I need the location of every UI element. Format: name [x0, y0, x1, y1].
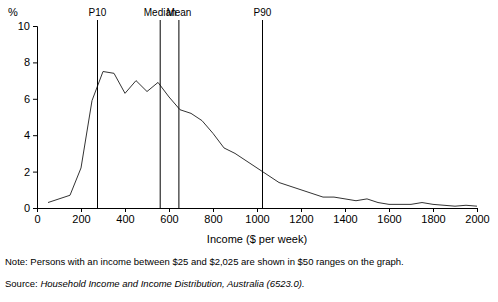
- tick: 1000: [245, 208, 269, 225]
- tick-mark: [33, 26, 37, 27]
- tick-mark: [389, 208, 390, 212]
- tick-mark: [169, 208, 170, 212]
- source: Source: Household Income and Income Dist…: [5, 278, 305, 289]
- tick-label: 10: [18, 20, 30, 32]
- tick-mark: [81, 208, 82, 212]
- tick-mark: [33, 99, 37, 100]
- tick-label: 200: [72, 213, 90, 225]
- tick-label: 400: [116, 213, 134, 225]
- annotation-label: P90: [254, 7, 272, 18]
- tick-label: 0: [24, 202, 30, 214]
- tick: 600: [160, 208, 178, 225]
- tick: 0: [24, 202, 37, 214]
- axis-line: [33, 27, 38, 209]
- tick: 1400: [333, 208, 357, 225]
- tick-mark: [33, 135, 37, 136]
- annotation-line: [178, 20, 179, 208]
- plot: 0 200 400 600 800 1000 1200 1400 1600 1800 2000 0 2 4…: [18, 7, 490, 225]
- tick: 800: [204, 208, 222, 225]
- tick: 400: [116, 208, 134, 225]
- annotation-line: [97, 20, 98, 208]
- tick: 1200: [289, 208, 313, 225]
- tick-label: 800: [204, 213, 222, 225]
- annotation-label: Mean: [166, 7, 191, 18]
- tick: 2: [24, 166, 37, 178]
- x-axis-title: Income ($ per week): [207, 233, 307, 245]
- source-title: Household Income and Income Distribution…: [40, 278, 304, 289]
- tick-mark: [125, 208, 126, 212]
- tick-label: 1000: [245, 213, 269, 225]
- annotation-line: [262, 20, 263, 208]
- tick: 10: [18, 20, 37, 32]
- annotation-line: [160, 20, 161, 208]
- axis-line: [38, 209, 478, 213]
- source-prefix: Source:: [5, 278, 40, 289]
- tick: 2000: [465, 208, 489, 225]
- tick-label: 600: [160, 213, 178, 225]
- tick-label: 0: [34, 213, 40, 225]
- tick-mark: [33, 172, 37, 173]
- tick-label: 2000: [465, 213, 489, 225]
- tick: 0: [34, 208, 40, 225]
- tick-label: 1200: [289, 213, 313, 225]
- x-axis: 0 200 400 600 800 1000 1200 1400 1600 1800 2000: [34, 208, 489, 225]
- tick: 6: [24, 93, 37, 105]
- tick-label: 1600: [377, 213, 401, 225]
- tick-mark: [33, 208, 37, 209]
- tick: 1600: [377, 208, 401, 225]
- annotation-label: P10: [89, 7, 107, 18]
- tick-mark: [477, 208, 478, 212]
- y-axis: 0 2 4 6 8 10: [18, 20, 38, 214]
- tick: 8: [24, 56, 37, 68]
- tick-mark: [301, 208, 302, 212]
- tick-label: 2: [24, 166, 30, 178]
- chart: 0 200 400 600 800 1000 1200 1400 1600 1800 2000 0 2 4…: [0, 0, 498, 302]
- tick-label: 1400: [333, 213, 357, 225]
- y-axis-title: %: [8, 6, 18, 18]
- tick-mark: [33, 62, 37, 63]
- tick-mark: [433, 208, 434, 212]
- tick: 200: [72, 208, 90, 225]
- note: Note: Persons with an income between $25…: [5, 256, 404, 267]
- tick-label: 1800: [421, 213, 445, 225]
- tick-mark: [345, 208, 346, 212]
- tick-mark: [213, 208, 214, 212]
- tick: 4: [24, 129, 37, 141]
- tick-label: 6: [24, 93, 30, 105]
- tick-label: 4: [24, 129, 30, 141]
- tick: 1800: [421, 208, 445, 225]
- annotations: P10MedianMeanP90: [89, 7, 272, 208]
- tick-label: 8: [24, 56, 30, 68]
- tick-mark: [257, 208, 258, 212]
